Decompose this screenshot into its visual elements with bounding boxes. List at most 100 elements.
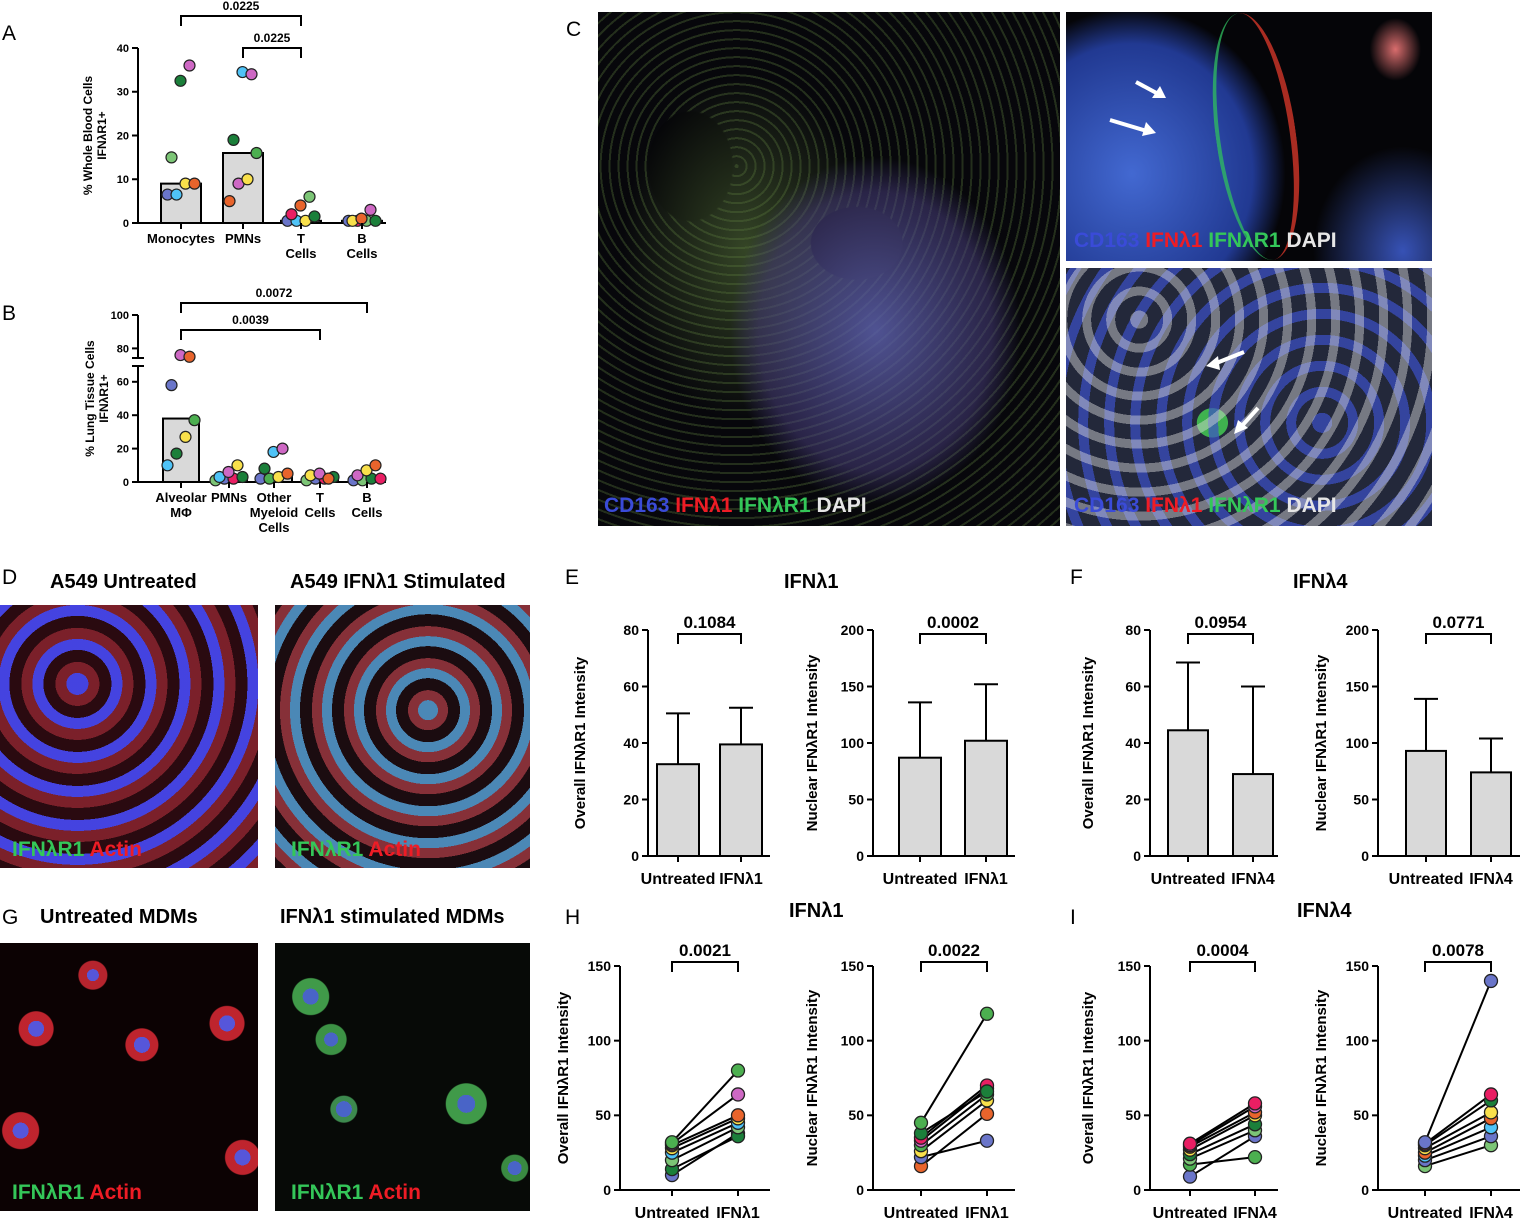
- micrograph-c-main: CD163 IFNλ1 IFNλR1 DAPI: [598, 12, 1060, 526]
- pre-point-I2-7: [1417, 1135, 1433, 1150]
- p-value-label-E1-0: 0.1084: [684, 613, 737, 632]
- pair-line-H2-4: [920, 1087, 988, 1142]
- x-tick-label-B-2: Other Myeloid Cells: [250, 490, 298, 535]
- data-point-A-2-3: [308, 210, 321, 223]
- data-point-B-1-6: [231, 459, 244, 472]
- stain-cd163: CD163: [604, 494, 670, 517]
- title-i: IFNλ4: [1297, 900, 1352, 922]
- arrow-1: [1213, 350, 1245, 366]
- data-point-A-1-4: [227, 133, 240, 146]
- arrow-head-1: [1206, 356, 1220, 370]
- bar-F1-0: [1167, 729, 1209, 857]
- y-axis-label-A: % Whole Blood CellsIFNλR1+: [81, 76, 109, 196]
- data-point-B-3-5: [313, 467, 326, 480]
- y-axis-label-E1: Overall IFNλR1 Intensity: [572, 656, 589, 829]
- micrograph-c-bottom: CD163 IFNλ1 IFNλR1 DAPI: [1066, 268, 1432, 526]
- significance-bracket-I1-0: [1189, 961, 1256, 972]
- data-point-B-4-3: [374, 472, 387, 485]
- arrows-c-top: [1109, 80, 1166, 136]
- y-tick-label-E2-3: 150: [841, 678, 865, 694]
- y-axis-label-F2: Nuclear IFNλR1 Intensity: [1313, 654, 1330, 831]
- p-value-label-B-0: 0.0072: [256, 286, 293, 300]
- bar-A-1: [222, 152, 264, 224]
- x-tick-label-E1-0: Untreated: [641, 871, 716, 888]
- bar-E2-0: [898, 756, 942, 857]
- micrograph-d-untreated: IFNλR1 Actin: [0, 605, 258, 868]
- data-point-B-3-6: [322, 472, 335, 485]
- stain-ifnlr1: IFNλR1: [12, 1181, 85, 1204]
- bar-F1-1: [1232, 773, 1274, 858]
- stain-dapi: DAPI: [1286, 229, 1337, 252]
- y-tick-label-H1-2: 100: [588, 1033, 612, 1049]
- x-tick-label-H2-0: Untreated: [884, 1205, 959, 1219]
- y-tick-label-E2-0: 0: [856, 848, 864, 864]
- stain-legend-d-right: IFNλR1 Actin: [291, 838, 421, 862]
- y-tick-label-H2-1: 50: [848, 1107, 864, 1123]
- y-tick-label-I1-2: 100: [1118, 1033, 1142, 1049]
- x-tick-label-I1-1: IFNλ4: [1233, 1205, 1277, 1219]
- pair-line-H1-1: [671, 1135, 739, 1170]
- y-tick-label-F2-4: 200: [1346, 622, 1370, 638]
- pre-point-I1-7: [1182, 1136, 1198, 1151]
- stain-actin: Actin: [89, 1181, 142, 1204]
- pair-line-H1-0: [671, 1132, 739, 1176]
- micrograph-g-untreated: IFNλR1 Actin: [0, 943, 258, 1211]
- p-value-label-E2-0: 0.0002: [927, 613, 979, 632]
- x-tick-label-H1-1: IFNλ1: [716, 1205, 760, 1219]
- x-tick-label-H1-0: Untreated: [635, 1205, 710, 1219]
- x-tick-label-E2-1: IFNλ1: [964, 871, 1008, 888]
- y-tick-label-I1-0: 0: [1133, 1182, 1141, 1198]
- y-axis-label-I1: Overall IFNλR1 Intensity: [1080, 991, 1097, 1164]
- y-axis-label-I2: Nuclear IFNλR1 Intensity: [1313, 989, 1330, 1166]
- y-tick-label-A-1: 10: [117, 174, 129, 186]
- pair-line-H1-2: [671, 1126, 739, 1162]
- pair-line-I1-5: [1189, 1111, 1256, 1148]
- pair-line-H1-6: [671, 1093, 739, 1145]
- panel-letter-b: B: [2, 302, 17, 325]
- y-tick-label-F1-0: 0: [1133, 848, 1141, 864]
- panel-letter-d: D: [2, 566, 18, 589]
- pair-line-H2-3: [920, 1093, 988, 1146]
- y-tick-label-B-4: 80: [117, 343, 129, 355]
- data-point-A-1-0: [223, 195, 236, 208]
- data-point-A-2-6: [303, 190, 316, 203]
- pair-line-I2-7: [1424, 980, 1492, 1143]
- data-point-A-0-5: [174, 74, 187, 87]
- stain-legend-c-top: CD163 IFNλ1 IFNλR1 DAPI: [1074, 229, 1337, 253]
- y-tick-label-A-4: 40: [117, 43, 129, 55]
- p-value-label-I1-0: 0.0004: [1197, 941, 1250, 960]
- data-point-B-0-1: [170, 447, 183, 460]
- y-tick-label-I1-3: 150: [1118, 958, 1142, 974]
- bar-F2-0: [1405, 749, 1447, 857]
- stain-ifnlr1: IFNλR1: [291, 838, 364, 861]
- stain-actin: Actin: [89, 838, 142, 861]
- significance-bracket-B-1: [180, 329, 321, 340]
- x-tick-label-I1-0: Untreated: [1153, 1205, 1228, 1219]
- data-point-A-2-4: [285, 208, 298, 221]
- p-value-label-H2-0: 0.0022: [928, 941, 980, 960]
- data-point-A-1-3: [250, 146, 263, 160]
- data-point-B-0-6: [183, 350, 196, 363]
- x-tick-label-B-4: B Cells: [351, 490, 382, 520]
- data-point-B-0-4: [165, 379, 178, 392]
- pair-line-H2-2: [920, 1099, 988, 1152]
- x-tick-label-I2-1: IFNλ4: [1469, 1205, 1513, 1219]
- x-tick-label-A-0: Monocytes: [147, 231, 215, 246]
- post-point-I2-4: [1483, 1105, 1499, 1120]
- y-axis-label-H1: Overall IFNλR1 Intensity: [555, 991, 572, 1164]
- data-point-B-2-6: [276, 442, 289, 455]
- d-right-title: A549 IFNλ1 Stimulated: [290, 571, 506, 593]
- pair-line-I1-1: [1189, 1156, 1256, 1166]
- y-tick-label-E1-4: 80: [623, 622, 639, 638]
- pair-line-I1-4: [1189, 1114, 1256, 1151]
- data-point-B-1-5: [222, 465, 235, 479]
- arrows-c-bottom: [1206, 350, 1260, 434]
- stain-dapi: DAPI: [1286, 494, 1337, 517]
- y-tick-label-B-2: 40: [117, 410, 129, 422]
- x-tick-label-B-3: T Cells: [304, 490, 335, 520]
- panel-letter-c: C: [566, 18, 582, 41]
- pair-line-I2-1: [1424, 1135, 1492, 1162]
- y-axis-label-B: % Lung Tissue CellsIFNλR1+: [83, 340, 111, 457]
- y-tick-label-E1-0: 0: [631, 848, 639, 864]
